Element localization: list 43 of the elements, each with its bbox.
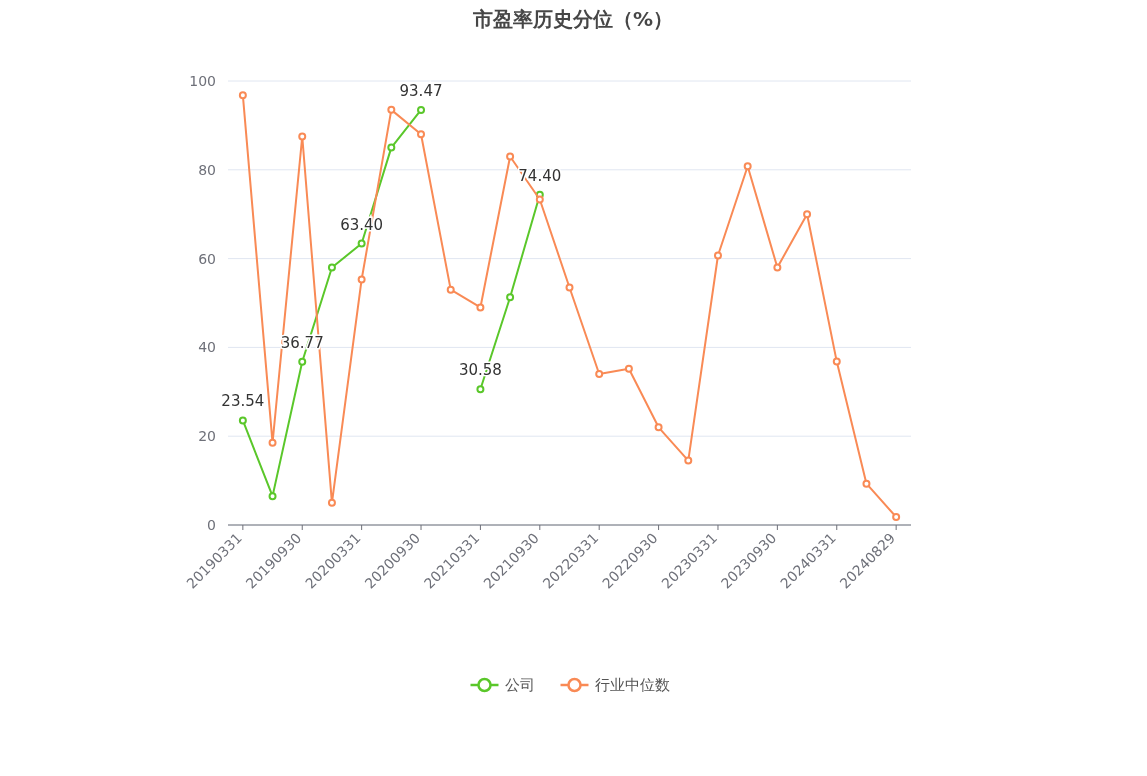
point [506,152,515,161]
legend-label: 行业中位数 [594,676,670,694]
point [357,275,366,284]
point [417,105,426,114]
y-tick-label: 40 [198,339,216,356]
point [387,105,396,114]
point [803,210,812,219]
y-tick-label: 60 [198,250,216,267]
point [832,357,841,366]
point [238,91,247,100]
point [506,293,515,302]
point [476,385,485,394]
point [327,498,336,507]
point [446,285,455,294]
y-tick-label: 0 [207,517,216,533]
point [713,251,722,260]
point [892,513,901,522]
point [743,162,752,171]
point [476,303,485,312]
point [684,456,693,465]
point [357,239,366,248]
point [773,263,782,272]
point [565,283,574,292]
chart-title: 市盈率历史分位（%） [471,7,674,31]
point [268,492,277,501]
y-tick-label: 20 [198,428,216,445]
point [327,263,336,272]
point [298,132,307,141]
data-label: 93.47 [399,81,443,100]
y-tick-label: 80 [198,161,216,178]
data-label: 23.54 [221,392,265,411]
point [417,130,426,139]
point [624,364,633,373]
point [535,195,544,204]
point [595,370,604,379]
point [298,357,307,366]
point [654,423,663,432]
legend-label: 公司 [504,676,535,694]
point [268,438,277,447]
point [238,416,247,425]
point [387,143,396,152]
y-tick-label: 100 [189,73,216,89]
point [862,479,871,488]
